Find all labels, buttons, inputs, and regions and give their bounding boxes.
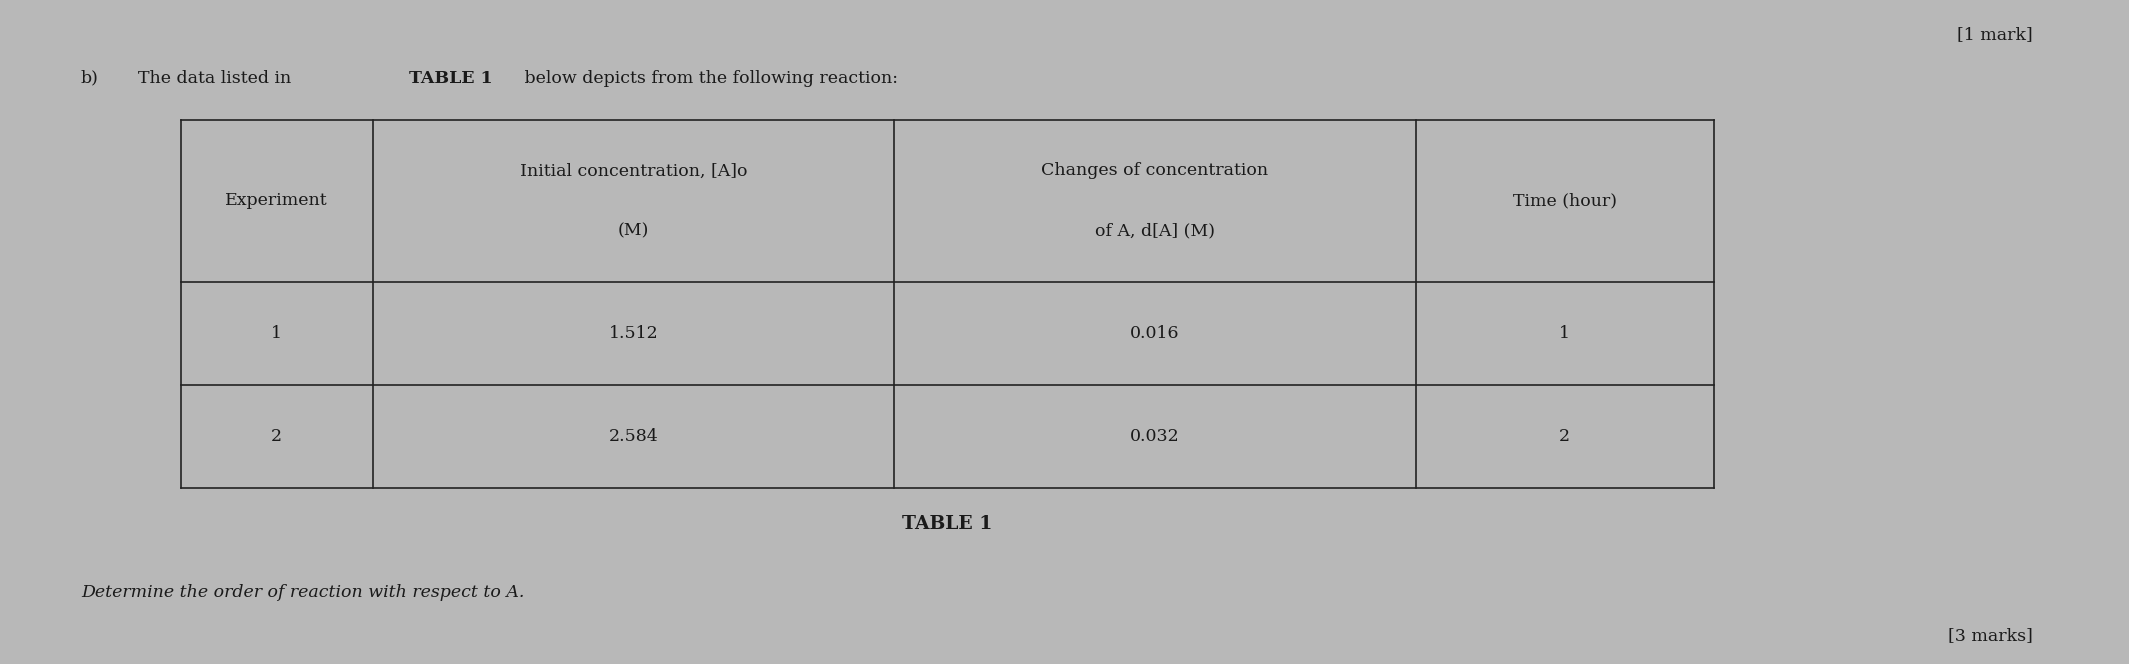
- Text: Time (hour): Time (hour): [1514, 193, 1616, 209]
- Text: 0.016: 0.016: [1130, 325, 1179, 342]
- Text: Changes of concentration: Changes of concentration: [1041, 163, 1269, 179]
- Text: 1: 1: [1558, 325, 1571, 342]
- Text: TABLE 1: TABLE 1: [903, 515, 992, 533]
- Text: Initial concentration, [A]o: Initial concentration, [A]o: [519, 163, 747, 179]
- Text: 2: 2: [1558, 428, 1571, 445]
- Text: 0.032: 0.032: [1130, 428, 1179, 445]
- Text: below depicts from the following reaction:: below depicts from the following reactio…: [519, 70, 898, 87]
- Text: Experiment: Experiment: [226, 193, 328, 209]
- Text: The data listed in: The data listed in: [138, 70, 298, 87]
- Text: [1 mark]: [1 mark]: [1957, 27, 2033, 44]
- Text: [3 marks]: [3 marks]: [1948, 627, 2033, 644]
- Text: Determine the order of reaction with respect to A.: Determine the order of reaction with res…: [81, 584, 524, 602]
- Text: of A, d[A] (M): of A, d[A] (M): [1094, 222, 1216, 239]
- Text: (M): (M): [617, 222, 649, 239]
- Text: 2.584: 2.584: [609, 428, 658, 445]
- Text: TABLE 1: TABLE 1: [409, 70, 492, 87]
- Text: b): b): [81, 70, 98, 87]
- Text: 1: 1: [270, 325, 283, 342]
- Text: 1.512: 1.512: [609, 325, 658, 342]
- Text: 2: 2: [270, 428, 283, 445]
